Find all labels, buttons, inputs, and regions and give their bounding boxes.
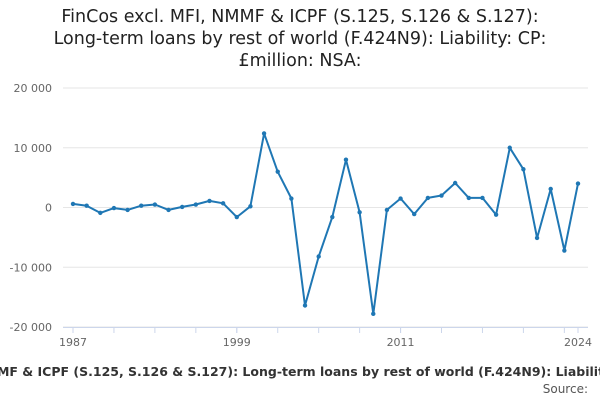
data-point (316, 254, 321, 259)
data-point (98, 210, 103, 216)
data-point (425, 195, 431, 201)
chart-title-line-1: FinCos excl. MFI, NMMF & ICPF (S.125, S.… (61, 7, 539, 27)
data-point (398, 196, 403, 201)
data-point (275, 169, 280, 174)
data-point (412, 211, 417, 217)
data-point (261, 131, 267, 136)
data-point (562, 248, 567, 253)
x-axis-title-clip: FinCos excl. MFI, NMMF & ICPF (S.125, S.… (0, 364, 600, 382)
data-point (371, 311, 376, 317)
data-point (248, 204, 253, 209)
data-point (234, 214, 239, 220)
data-point (70, 201, 76, 207)
source-label: Source: (542, 382, 588, 396)
data-point (302, 303, 308, 308)
data-point (384, 207, 390, 213)
data-point (111, 205, 117, 211)
x-axis-title: FinCos excl. MFI, NMMF & ICPF (S.125, S.… (0, 364, 600, 379)
y-tick-label: 10 000 (14, 142, 53, 155)
data-point (179, 204, 185, 210)
data-point (84, 203, 89, 208)
data-point (548, 186, 553, 192)
data-point (575, 181, 581, 186)
data-point (534, 235, 540, 241)
data-point (480, 195, 485, 201)
data-point (330, 214, 335, 220)
data-point (166, 207, 171, 213)
y-tick-label: -20 000 (10, 321, 52, 334)
chart-title-line-3: £million: NSA: (238, 51, 362, 71)
data-point (452, 180, 458, 186)
chart-title: FinCos excl. MFI, NMMF & ICPF (S.125, S.… (0, 6, 600, 72)
data-point (152, 202, 158, 207)
x-tick-label: 2024 (564, 336, 592, 349)
x-tick-label: 1987 (59, 336, 87, 349)
x-tick-label: 1999 (223, 336, 251, 349)
chart-title-line-2: Long-term loans by rest of world (F.424N… (53, 29, 547, 49)
y-tick-label: -10 000 (10, 261, 52, 274)
data-point (493, 212, 499, 217)
data-point (139, 203, 144, 208)
y-tick-label: 20 000 (14, 82, 53, 95)
data-point (343, 157, 349, 162)
data-point (289, 196, 294, 201)
data-point (193, 202, 199, 207)
data-point (207, 198, 212, 204)
data-point (357, 210, 362, 215)
x-tick-label: 2011 (387, 336, 415, 349)
data-point (466, 195, 472, 201)
series-line (72, 132, 579, 315)
data-point (439, 193, 444, 198)
y-tick-label: 0 (45, 202, 52, 215)
data-point (521, 167, 526, 172)
data-point (125, 207, 130, 213)
data-point (220, 201, 226, 206)
data-point (507, 145, 512, 150)
